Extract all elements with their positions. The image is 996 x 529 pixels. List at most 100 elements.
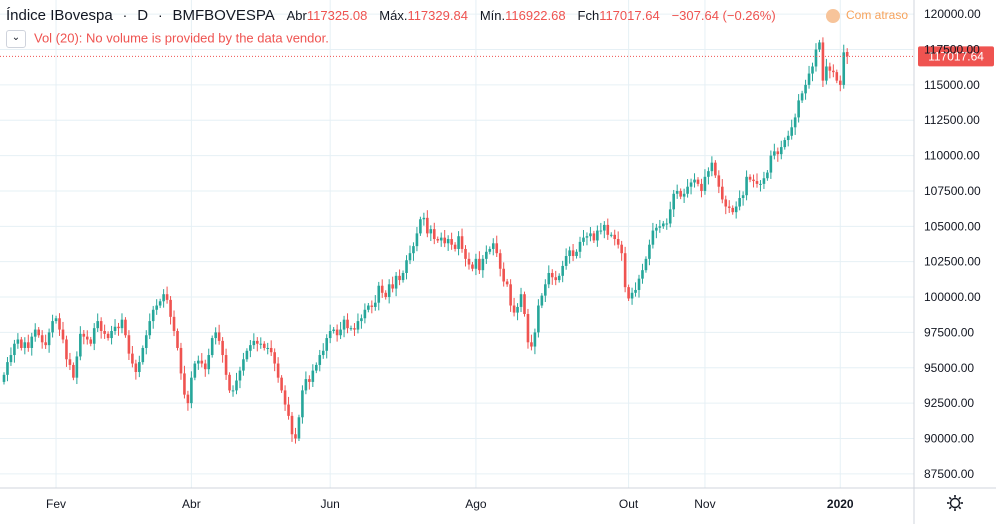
candles	[2, 37, 849, 444]
symbol-name[interactable]: Índice IBovespa	[6, 6, 113, 24]
candle	[339, 321, 342, 340]
candle-body	[519, 294, 523, 307]
candle-body	[578, 241, 582, 252]
symbol-legend: Índice IBovespa · D · BMFBOVESPA Abr1173…	[6, 6, 776, 24]
candle	[259, 337, 263, 349]
y-tick-label: 120000.00	[924, 7, 981, 21]
candle-body	[54, 318, 58, 322]
candle-body	[720, 186, 724, 200]
candle-body	[169, 299, 172, 317]
candle-body	[825, 66, 828, 81]
candle	[432, 222, 436, 245]
close-label: Fch	[577, 7, 600, 23]
candle	[172, 310, 176, 337]
candle-body	[33, 329, 37, 337]
candle	[762, 171, 766, 189]
candle	[131, 345, 134, 368]
interval-label[interactable]: D	[137, 6, 149, 24]
candle-body	[696, 179, 700, 184]
candle-body	[755, 181, 759, 184]
time-axis[interactable]: Fev Abr Jun Ago Out Nov 2020	[0, 487, 996, 511]
delayed-badge[interactable]: Com atraso	[826, 8, 908, 23]
candle-body	[325, 338, 329, 351]
candle-body	[6, 362, 9, 375]
candle-body	[714, 162, 717, 176]
candle	[478, 251, 481, 274]
candle	[842, 44, 846, 89]
candle-body	[769, 155, 773, 173]
candle	[75, 351, 79, 385]
candle-body	[467, 258, 471, 265]
candle	[752, 174, 755, 188]
candle-body	[804, 84, 807, 94]
candle	[318, 349, 322, 372]
candle-body	[165, 294, 169, 300]
candle-body	[214, 332, 217, 339]
candle-body	[634, 289, 637, 293]
grid	[0, 0, 914, 488]
candle-body	[276, 363, 280, 378]
candle	[40, 330, 44, 349]
candle-body	[637, 278, 641, 290]
candle-body	[318, 355, 322, 365]
candle	[710, 156, 714, 177]
candle-body	[89, 339, 93, 344]
candle-body	[370, 305, 374, 307]
candle-body	[262, 343, 266, 348]
candle-body	[481, 258, 485, 271]
candle	[727, 200, 731, 214]
candle	[183, 365, 186, 399]
candle-body	[360, 318, 363, 322]
candle-body	[252, 340, 256, 346]
candle	[151, 305, 155, 329]
candle	[696, 177, 700, 187]
candle	[117, 322, 120, 336]
candle	[682, 188, 686, 203]
candle-body	[273, 352, 276, 364]
candle	[637, 274, 641, 298]
candle-body	[655, 227, 658, 231]
candle	[311, 364, 315, 388]
candle	[554, 270, 558, 286]
candle-body	[40, 335, 44, 343]
candle-body	[651, 230, 655, 245]
x-tick-label: Fev	[46, 497, 66, 511]
candle-body	[717, 175, 721, 187]
candle	[596, 225, 599, 247]
candle-body	[106, 333, 110, 339]
candle	[106, 331, 110, 341]
chevron-down-icon[interactable]: ⌄	[6, 30, 26, 48]
y-tick-label: 92500.00	[924, 396, 974, 410]
candle-body	[353, 328, 356, 330]
candle-body	[23, 342, 27, 348]
last-price-line: 117017.64	[0, 46, 994, 67]
candle-body	[315, 364, 318, 371]
candle-body	[65, 339, 68, 360]
price-axis[interactable]: 87500.00 90000.00 92500.00 95000.00 97500.00…	[913, 0, 981, 524]
candle-body	[422, 217, 426, 220]
candle-body	[741, 195, 745, 199]
candle-body	[609, 234, 613, 236]
candle-body	[144, 335, 148, 348]
candle-body	[592, 233, 596, 241]
candle-body	[491, 243, 495, 249]
candle-body	[540, 295, 544, 306]
candle	[564, 248, 568, 270]
candle	[79, 326, 82, 361]
candle-body	[693, 179, 696, 183]
candle-body	[207, 355, 211, 370]
candle	[838, 75, 842, 92]
candle	[804, 79, 807, 100]
candle	[714, 160, 717, 178]
candle	[65, 335, 68, 367]
gear-icon[interactable]	[947, 495, 963, 511]
candle	[550, 269, 554, 285]
candle-body	[606, 224, 610, 235]
high-value: 117329.84	[407, 7, 468, 23]
candle-body	[505, 281, 509, 285]
candle	[592, 230, 596, 244]
candle-body	[446, 239, 450, 244]
candle	[377, 281, 381, 311]
